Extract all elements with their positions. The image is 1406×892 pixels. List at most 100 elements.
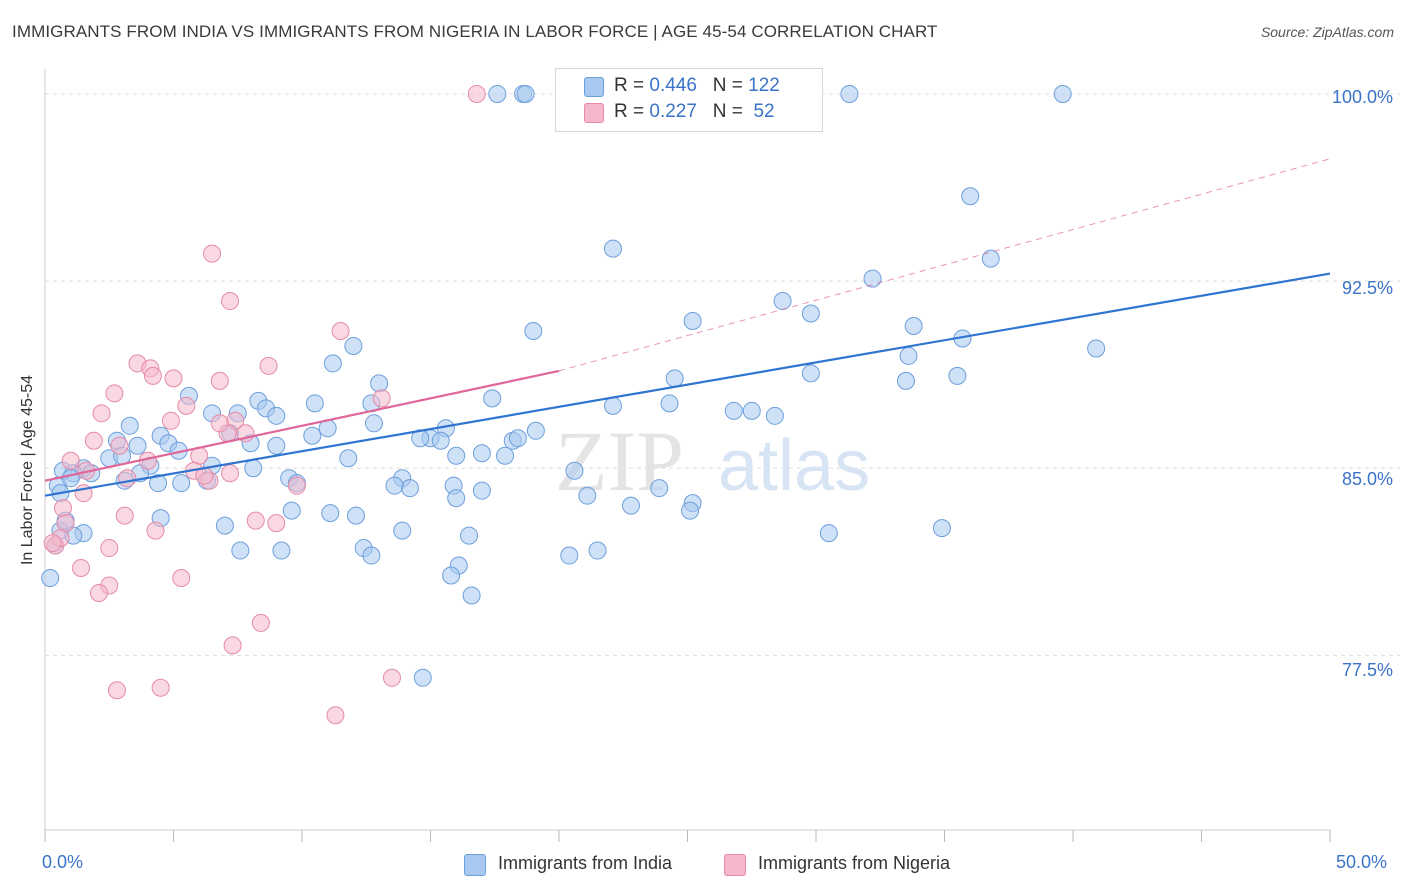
india-point — [231, 541, 250, 560]
india-point — [665, 369, 684, 388]
india-point — [447, 446, 466, 465]
nigeria-trend-line — [44, 369, 560, 482]
india-point — [621, 496, 640, 515]
india-point — [932, 519, 951, 538]
india-point — [370, 374, 389, 393]
stats-legend: R = 0.446 N = 122 R = 0.227 N = 52 — [555, 68, 823, 132]
india-point — [483, 389, 502, 408]
india-point — [267, 436, 286, 455]
india-point — [61, 469, 80, 488]
india-point — [603, 396, 622, 415]
india-point — [400, 479, 419, 498]
nigeria-n-value: 52 — [753, 101, 775, 122]
watermark-atlas: atlas — [718, 426, 870, 506]
nigeria-point — [61, 451, 80, 470]
india-point — [1087, 339, 1106, 358]
india-point — [904, 316, 923, 335]
india-point — [364, 414, 383, 433]
india-point — [41, 568, 60, 587]
india-point — [683, 312, 702, 331]
nigeria-point — [326, 706, 345, 725]
nigeria-point — [246, 511, 265, 530]
india-point — [413, 668, 432, 687]
nigeria-point — [164, 369, 183, 388]
india-point — [149, 474, 168, 493]
nigeria-point — [251, 613, 270, 632]
india-point — [819, 524, 838, 543]
nigeria-point — [161, 411, 180, 430]
nigeria-point — [223, 636, 242, 655]
nigeria-point — [259, 356, 278, 375]
india-r-label: R = — [614, 75, 645, 96]
india-points — [41, 84, 1106, 687]
chart-title: IMMIGRANTS FROM INDIA VS IMMIGRANTS FROM… — [12, 22, 938, 41]
nigeria-point — [115, 506, 134, 525]
india-point — [508, 429, 527, 448]
nigeria-n-label: N = — [712, 101, 743, 122]
india-point — [801, 304, 820, 323]
india-point — [660, 394, 679, 413]
india-point — [172, 474, 191, 493]
india-point — [215, 516, 234, 535]
nigeria-point — [107, 681, 126, 700]
india-point — [1053, 84, 1072, 103]
india-point — [472, 444, 491, 463]
watermark: ZIP atlas — [555, 413, 870, 509]
y-tick-label-100: 100.0% — [1331, 87, 1393, 107]
india-point — [393, 521, 412, 540]
nigeria-point — [210, 414, 229, 433]
india-point — [120, 416, 139, 435]
x-tick-label-min: 0.0% — [42, 852, 84, 872]
india-point — [305, 394, 324, 413]
india-point — [460, 526, 479, 545]
nigeria-point — [372, 389, 391, 408]
nigeria-point — [143, 366, 162, 385]
nigeria-point — [53, 499, 72, 518]
trend-lines — [44, 158, 1331, 497]
india-point — [650, 479, 669, 498]
india-point — [773, 292, 792, 311]
india-point — [321, 504, 340, 523]
nigeria-point — [467, 84, 486, 103]
india-point — [724, 401, 743, 420]
india-point — [765, 406, 784, 425]
nigeria-point — [92, 404, 111, 423]
india-n-value: 122 — [748, 75, 780, 96]
nigeria-point — [177, 396, 196, 415]
nigeria-point — [221, 464, 240, 483]
nigeria-point — [146, 521, 165, 540]
nigeria-trend-extension — [558, 158, 1331, 372]
india-swatch — [584, 77, 604, 97]
grid-lines — [45, 93, 1400, 656]
nigeria-point — [203, 244, 222, 263]
india-point — [681, 501, 700, 520]
nigeria-point — [172, 568, 191, 587]
india-point — [578, 486, 597, 505]
legend-nigeria-label: Immigrants from Nigeria — [758, 853, 951, 873]
india-point — [344, 336, 363, 355]
india-point — [244, 459, 263, 478]
india-point — [742, 401, 761, 420]
india-point — [801, 364, 820, 383]
india-point — [282, 501, 301, 520]
india-point — [362, 546, 381, 565]
india-point — [526, 421, 545, 440]
y-tick-label-92-5: 92.5% — [1341, 278, 1393, 298]
nigeria-point — [84, 431, 103, 450]
india-point — [267, 406, 286, 425]
nigeria-point — [382, 668, 401, 687]
india-point — [863, 269, 882, 288]
nigeria-point — [151, 678, 170, 697]
india-point — [323, 354, 342, 373]
india-point — [899, 346, 918, 365]
india-point — [385, 476, 404, 495]
india-point — [339, 449, 358, 468]
nigeria-point — [43, 534, 62, 553]
legend-india-swatch — [464, 854, 486, 876]
nigeria-point — [221, 292, 240, 311]
nigeria-point — [267, 514, 286, 533]
india-n-label: N = — [712, 75, 743, 96]
india-point — [560, 546, 579, 565]
india-point — [516, 84, 535, 103]
india-point — [346, 506, 365, 525]
